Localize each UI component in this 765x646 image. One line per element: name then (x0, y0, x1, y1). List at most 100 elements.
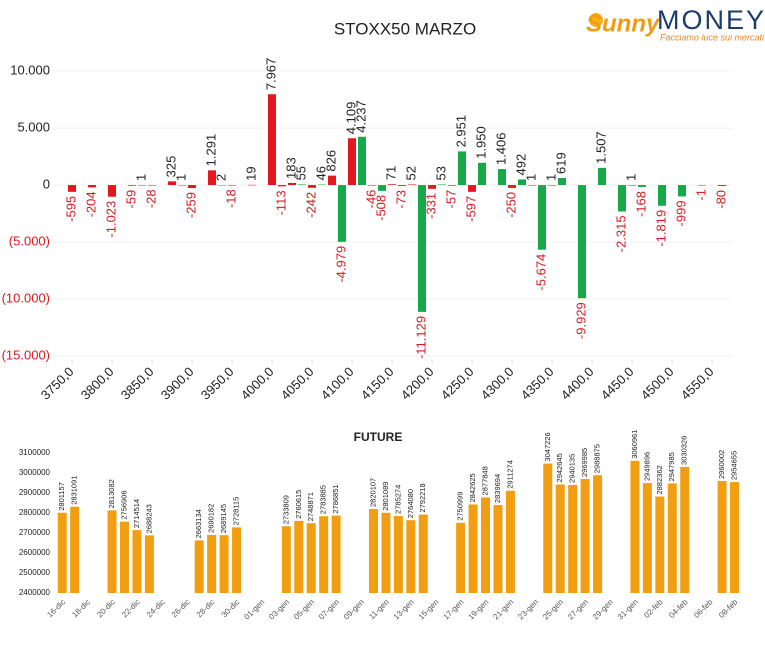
bar (642, 483, 652, 593)
x-tick-label: 09-gen (342, 598, 366, 622)
data-label: 2820107 (368, 478, 377, 507)
x-tick-label: 20-dic (95, 598, 117, 620)
data-label: -250 (503, 192, 518, 218)
logo-tagline: Facciamo luce sui mercati (660, 32, 765, 42)
y-tick-label: 2800000 (19, 508, 51, 517)
data-label: 325 (163, 156, 178, 178)
bar (398, 185, 406, 186)
bar (630, 460, 640, 593)
x-tick-label: 27-gen (566, 598, 590, 622)
bar (178, 185, 186, 186)
bar (144, 535, 154, 593)
data-label: -168 (633, 191, 648, 217)
bar (558, 178, 566, 186)
data-label: 2663134 (194, 509, 203, 538)
bar (308, 185, 316, 188)
bar (138, 185, 146, 186)
data-label: 1 (543, 174, 558, 181)
data-label: 7.967 (263, 58, 278, 91)
bar (348, 138, 356, 186)
data-label: 1 (523, 174, 538, 181)
data-label: 46 (313, 166, 328, 180)
data-label: 2842625 (468, 473, 477, 502)
bar (228, 185, 236, 186)
x-tick-label: 02-feb (642, 597, 665, 620)
bar (368, 508, 378, 593)
x-tick-label: 3950,0 (198, 364, 237, 403)
bar (328, 175, 336, 186)
data-label: 2831091 (70, 476, 79, 505)
x-tick-label: 25-gen (541, 598, 565, 622)
x-tick-label: 30-dic (220, 598, 242, 620)
x-tick-label: 18-dic (70, 598, 92, 620)
data-label: 1.406 (493, 132, 508, 165)
y-tick-label: 3100000 (19, 448, 51, 457)
data-label: 2688243 (144, 504, 153, 533)
data-label: 2786851 (331, 484, 340, 513)
data-label: 4.109 (343, 102, 358, 135)
bar (268, 94, 276, 186)
bar (680, 466, 690, 593)
data-label: -11.129 (413, 316, 428, 359)
x-tick-label: 4450,0 (598, 364, 637, 403)
bar (57, 512, 67, 593)
x-tick-label: 3900,0 (158, 364, 197, 403)
data-label: 2940135 (568, 454, 577, 483)
bar (406, 520, 416, 593)
x-tick-label: 07-gen (317, 598, 341, 622)
y-tick-label: (10.000) (2, 290, 50, 305)
data-label: 1 (623, 174, 638, 181)
bar (281, 526, 291, 593)
bar (638, 185, 646, 187)
x-tick-label: 4150,0 (358, 364, 397, 403)
data-label: 826 (323, 150, 338, 172)
data-label: 2949896 (642, 452, 651, 481)
bar (148, 185, 156, 186)
data-label: -242 (303, 192, 318, 218)
bar (508, 185, 516, 188)
x-tick-label: 13-gen (392, 598, 416, 622)
data-label: 2760615 (294, 490, 303, 519)
data-label: -331 (423, 193, 438, 219)
bar (168, 181, 176, 186)
data-label: -2.315 (613, 215, 628, 252)
bar (378, 185, 386, 191)
bar (294, 520, 304, 593)
data-label: 1 (173, 174, 188, 181)
data-label: -18 (223, 189, 238, 208)
data-label: 2877848 (481, 466, 490, 495)
bar (548, 185, 556, 186)
bar (438, 184, 446, 186)
x-tick-label: 3750,0 (38, 364, 77, 403)
x-tick-label: 4000,0 (238, 364, 277, 403)
data-label: 71 (383, 166, 398, 180)
x-tick-label: 03-gen (267, 598, 291, 622)
data-label: 2785274 (393, 485, 402, 514)
bar (232, 527, 242, 593)
data-label: 2764080 (406, 489, 415, 518)
bar (428, 185, 436, 189)
data-label: 2690182 (207, 504, 216, 533)
data-label: -113 (273, 190, 288, 215)
data-label: 2911274 (505, 460, 514, 489)
data-label: 2714514 (132, 499, 141, 528)
y-tick-label: 2600000 (19, 548, 51, 557)
logo: Sunny MONEY Facciamo luce sui mercati (586, 5, 765, 42)
bar (418, 514, 428, 593)
x-tick-label: 19-gen (466, 598, 490, 622)
data-label: 619 (553, 152, 568, 174)
chart-title: STOXX50 MARZO (334, 19, 476, 38)
bar (368, 185, 376, 186)
bar (132, 530, 142, 593)
x-tick-label: 17-gen (442, 598, 466, 622)
bar (655, 496, 665, 593)
bar (219, 535, 229, 593)
bar (505, 490, 515, 593)
bar (518, 179, 526, 186)
data-label: -508 (373, 195, 388, 221)
data-label: -1 (693, 189, 708, 201)
x-tick-label: 22-dic (120, 598, 142, 620)
x-tick-label: 29-gen (591, 598, 615, 622)
data-label: 2 (213, 174, 228, 181)
